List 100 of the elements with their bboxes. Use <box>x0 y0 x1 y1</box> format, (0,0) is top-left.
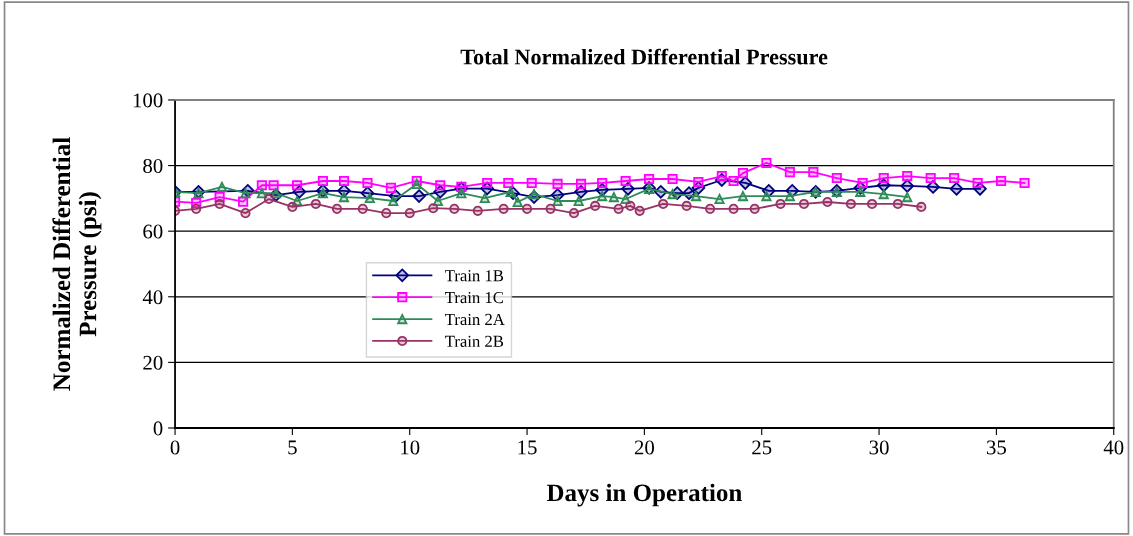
y-tick-label: 0 <box>153 421 163 436</box>
x-axis-title: Days in Operation <box>546 483 742 507</box>
point <box>845 198 856 210</box>
point <box>472 205 483 216</box>
legend-label: Train 1B <box>445 270 504 282</box>
point <box>693 176 704 188</box>
point <box>634 205 645 216</box>
point <box>240 208 251 219</box>
point <box>900 179 915 193</box>
point <box>644 173 655 185</box>
legend-label: Train 2A <box>445 313 505 326</box>
y-tick-label: 20 <box>143 355 163 370</box>
point <box>737 168 749 179</box>
point <box>625 200 636 211</box>
y-tick-label: 40 <box>142 290 163 305</box>
point <box>798 198 810 210</box>
legend-label: Train 1C <box>445 291 503 304</box>
point <box>357 203 368 214</box>
point <box>292 180 303 191</box>
point <box>317 188 328 199</box>
point <box>681 200 692 211</box>
point <box>191 203 202 214</box>
point <box>381 208 392 219</box>
point <box>256 188 267 199</box>
point <box>902 170 913 182</box>
point <box>972 177 983 189</box>
point <box>949 182 964 196</box>
point <box>667 173 678 185</box>
point <box>855 186 866 197</box>
point <box>878 189 889 200</box>
point <box>238 196 249 207</box>
point <box>608 191 619 203</box>
x-tick-label: 0 <box>170 440 180 455</box>
point <box>568 208 580 219</box>
chart-title: Total Normalized Differential Pressure <box>460 48 828 65</box>
point <box>878 172 889 184</box>
x-tick-label: 10 <box>401 440 420 455</box>
point <box>364 192 375 204</box>
point <box>737 191 749 202</box>
point <box>385 182 397 193</box>
point <box>597 191 608 202</box>
point <box>996 175 1007 187</box>
point <box>613 203 624 214</box>
point <box>545 203 556 214</box>
y-tick-label: 80 <box>143 158 163 173</box>
point <box>822 196 833 208</box>
point <box>456 188 467 199</box>
point <box>331 203 343 214</box>
point <box>449 203 460 214</box>
point <box>552 195 563 207</box>
point <box>268 180 279 191</box>
point <box>949 172 960 184</box>
point <box>808 167 819 178</box>
x-tick-label: 15 <box>518 440 537 455</box>
legend-label: Train 2B <box>445 335 504 347</box>
point <box>287 201 298 212</box>
point <box>310 198 321 210</box>
point <box>916 201 927 212</box>
point <box>784 167 795 178</box>
point <box>749 203 760 214</box>
point <box>256 180 267 191</box>
point <box>552 178 563 190</box>
y-axis-title: Normalized Differential Pressure (psi) <box>52 137 102 391</box>
point <box>658 198 669 210</box>
point <box>338 191 350 203</box>
point <box>498 203 509 214</box>
point <box>428 203 439 214</box>
x-tick-label: 20 <box>634 440 655 455</box>
point <box>761 191 772 202</box>
x-tick-label: 35 <box>986 440 1007 455</box>
point <box>216 181 228 192</box>
point <box>667 189 678 200</box>
point <box>728 203 739 214</box>
point <box>526 177 537 189</box>
point <box>240 188 251 199</box>
x-tick-label: 30 <box>869 440 889 455</box>
point <box>573 195 584 207</box>
point <box>338 175 350 187</box>
point <box>529 189 540 200</box>
point <box>482 177 493 189</box>
point <box>857 177 868 189</box>
point <box>597 177 608 189</box>
point <box>716 170 727 182</box>
point <box>714 193 725 205</box>
point <box>620 175 631 187</box>
point <box>1019 177 1030 189</box>
point <box>214 198 225 210</box>
point <box>690 191 702 202</box>
point <box>404 208 415 219</box>
point <box>362 177 373 189</box>
point <box>435 180 446 191</box>
point <box>866 198 878 210</box>
point <box>503 177 514 189</box>
x-tick-label: 5 <box>288 440 297 455</box>
point <box>892 198 903 210</box>
point <box>831 172 842 184</box>
point <box>317 175 328 187</box>
y-tick-label: 100 <box>133 93 163 108</box>
point <box>512 196 523 208</box>
point <box>575 178 587 190</box>
